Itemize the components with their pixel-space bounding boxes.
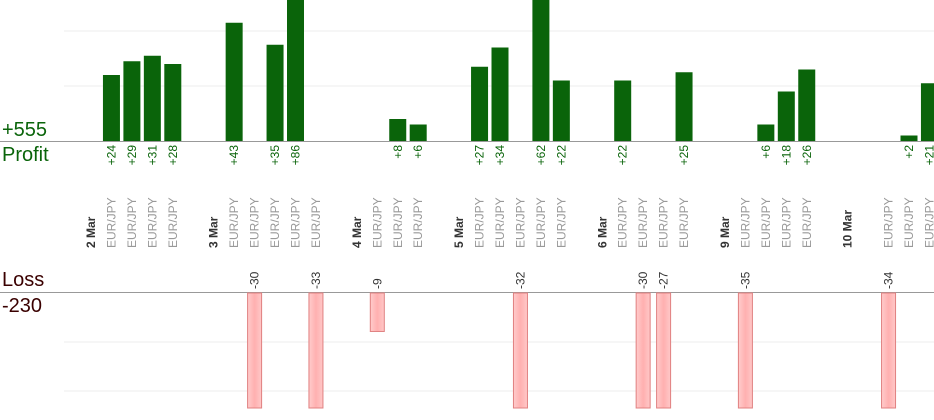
loss-bar — [369, 292, 385, 332]
category-tick-label: EUR/JPY — [166, 197, 180, 248]
loss-data-label: -9 — [370, 278, 384, 289]
loss-bar — [635, 292, 651, 409]
profit-label: Profit — [2, 144, 49, 166]
profit-bar — [900, 135, 918, 141]
profit-bar — [389, 119, 407, 141]
profit-bar — [757, 124, 775, 141]
category-tick-label: EUR/JPY — [248, 197, 262, 248]
loss-data-label: -30 — [248, 271, 262, 289]
category-tick-label: EUR/JPY — [268, 197, 282, 248]
category-tick-label: EUR/JPY — [759, 197, 773, 248]
label-group: 2 Mar EUR/JPY +24 EUR/JPY +29 EUR/JPY +31 EUR/J… — [84, 145, 934, 289]
profit-data-label: +18 — [779, 145, 793, 166]
loss-bar — [737, 292, 753, 409]
profit-data-label: +28 — [166, 145, 180, 166]
profit-data-label: +43 — [227, 145, 241, 166]
category-tick-label: EUR/JPY — [922, 197, 934, 248]
profit-data-label: +29 — [125, 145, 139, 166]
category-tick-label: EUR/JPY — [309, 197, 323, 248]
date-tick-label: 3 Mar — [207, 216, 221, 248]
profit-bar — [225, 22, 243, 141]
profit-data-label: +25 — [677, 145, 691, 166]
category-tick-label: EUR/JPY — [289, 197, 303, 248]
profit-data-label: +86 — [289, 145, 303, 166]
profit-bar — [532, 0, 550, 141]
profit-data-label: +34 — [493, 145, 507, 166]
date-tick-label: 6 Mar — [595, 216, 609, 248]
profit-bar — [287, 0, 304, 141]
category-tick-label: EUR/JPY — [657, 197, 671, 248]
category-tick-label: EUR/JPY — [493, 197, 507, 248]
loss-data-label: -27 — [657, 271, 671, 289]
profit-bar — [491, 47, 509, 141]
category-tick-label: EUR/JPY — [473, 197, 487, 248]
profit-data-label: +26 — [800, 145, 814, 166]
bar-group — [102, 0, 934, 409]
profit-bar — [123, 61, 141, 141]
profit-bar — [471, 66, 489, 141]
profit-bar — [798, 69, 816, 141]
profit-data-label: +35 — [268, 145, 282, 166]
profit-data-label: +62 — [534, 145, 548, 166]
category-tick-label: EUR/JPY — [104, 197, 118, 248]
category-tick-label: EUR/JPY — [738, 197, 752, 248]
profit-data-label: +6 — [759, 145, 773, 159]
profit-bar — [614, 80, 632, 141]
profit-bar — [143, 55, 161, 141]
loss-data-label: -33 — [309, 271, 323, 289]
loss-total: -230 — [2, 295, 43, 317]
profit-data-label: +31 — [145, 145, 159, 166]
profit-bar — [675, 72, 693, 141]
gridlines — [0, 30, 934, 392]
loss-bar — [247, 292, 263, 409]
category-tick-label: EUR/JPY — [636, 197, 650, 248]
category-tick-label: EUR/JPY — [677, 197, 691, 248]
profit-data-label: +22 — [616, 145, 630, 166]
loss-label: Loss — [2, 269, 45, 291]
profit-bar — [266, 44, 284, 141]
profit-total: +555 — [2, 119, 48, 141]
loss-data-label: -34 — [882, 271, 896, 289]
profit-data-label: +22 — [554, 145, 568, 166]
date-tick-label: 2 Mar — [84, 216, 98, 248]
category-tick-label: EUR/JPY — [554, 197, 568, 248]
category-tick-label: EUR/JPY — [902, 197, 916, 248]
category-tick-label: EUR/JPY — [616, 197, 630, 248]
category-tick-label: EUR/JPY — [411, 197, 425, 248]
profit-bar — [552, 80, 570, 141]
category-tick-label: EUR/JPY — [882, 197, 896, 248]
category-tick-label: EUR/JPY — [800, 197, 814, 248]
profit-data-label: +6 — [411, 145, 425, 159]
date-tick-label: 9 Mar — [718, 216, 732, 248]
date-tick-label: 5 Mar — [452, 216, 466, 248]
loss-bar — [308, 292, 324, 409]
profit-bar — [777, 91, 795, 141]
profit-bar — [102, 75, 120, 141]
category-tick-label: EUR/JPY — [534, 197, 548, 248]
category-tick-label: EUR/JPY — [125, 197, 139, 248]
category-tick-label: EUR/JPY — [779, 197, 793, 248]
category-tick-label: EUR/JPY — [370, 197, 384, 248]
category-tick-label: EUR/JPY — [145, 197, 159, 248]
profit-data-label: +2 — [902, 145, 916, 159]
loss-bar — [512, 292, 528, 409]
profit-data-label: +8 — [391, 145, 405, 159]
date-tick-label: 10 Mar — [841, 210, 855, 248]
profit-data-label: +24 — [104, 145, 118, 166]
profit-data-label: +27 — [473, 145, 487, 166]
loss-data-label: -35 — [738, 271, 752, 289]
loss-data-label: -32 — [513, 271, 527, 289]
profit-data-label: +21 — [922, 145, 934, 166]
category-tick-label: EUR/JPY — [513, 197, 527, 248]
date-tick-label: 4 Mar — [350, 216, 364, 248]
loss-data-label: -30 — [636, 271, 650, 289]
profit-bar — [409, 124, 427, 141]
profit-bar — [920, 83, 934, 141]
profit-bar — [164, 64, 182, 141]
loss-bar — [881, 292, 897, 409]
category-tick-label: EUR/JPY — [391, 197, 405, 248]
category-tick-label: EUR/JPY — [227, 197, 241, 248]
loss-bar — [656, 292, 672, 409]
